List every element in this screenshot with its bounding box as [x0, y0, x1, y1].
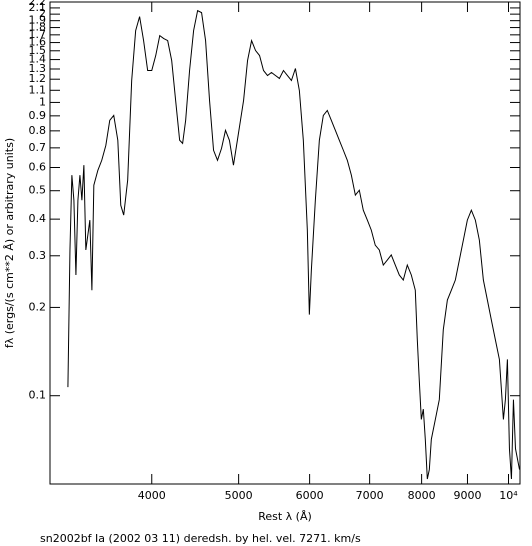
y-tick-label: 0.3 — [29, 249, 47, 262]
x-tick-label: 6000 — [296, 489, 324, 502]
y-tick-label: 0.6 — [29, 160, 47, 173]
y-tick-label: 1.8 — [29, 21, 47, 34]
y-tick-label: 1.6 — [29, 36, 47, 49]
x-tick-label: 10⁴ — [499, 489, 518, 502]
y-tick-label: 2.2 — [29, 0, 47, 8]
y-tick-label: 0.1 — [29, 389, 47, 402]
x-axis-label: Rest λ (Å) — [258, 510, 312, 523]
y-axis-label: fλ (ergs/(s cm**2 Å) or arbitrary units) — [3, 138, 16, 348]
y-tick-label: 0.5 — [29, 184, 47, 197]
x-tick-label: 8000 — [408, 489, 436, 502]
y-tick-label: 1.9 — [29, 14, 47, 27]
y-tick-label: 1.2 — [29, 72, 47, 85]
plot-frame — [49, 1, 521, 485]
x-tick-label: 5000 — [225, 489, 253, 502]
chart-title: sn2002bf Ia (2002 03 11) deredsh. by hel… — [40, 532, 361, 545]
y-tick-label: 1.4 — [29, 53, 47, 66]
y-tick-label: 0.2 — [29, 300, 47, 313]
y-tick-label: 2.1 — [29, 1, 47, 14]
y-tick-label: 1.1 — [29, 83, 47, 96]
y-tick-label: 0.4 — [29, 212, 47, 225]
y-tick-label: 0.8 — [29, 124, 47, 137]
x-tick-label: 4000 — [138, 489, 166, 502]
y-tick-label: 1 — [39, 95, 46, 108]
x-tick-label: 9000 — [453, 489, 481, 502]
spectrum-line — [67, 9, 521, 480]
y-tick-label: 1.7 — [29, 28, 47, 41]
y-tick-label: 0.9 — [29, 109, 47, 122]
y-tick-label: 1.3 — [29, 62, 47, 75]
y-tick-label: 2 — [39, 7, 46, 20]
y-tick-label: 1.5 — [29, 44, 47, 57]
x-tick-label: 7000 — [356, 489, 384, 502]
y-tick-label: 0.7 — [29, 141, 47, 154]
